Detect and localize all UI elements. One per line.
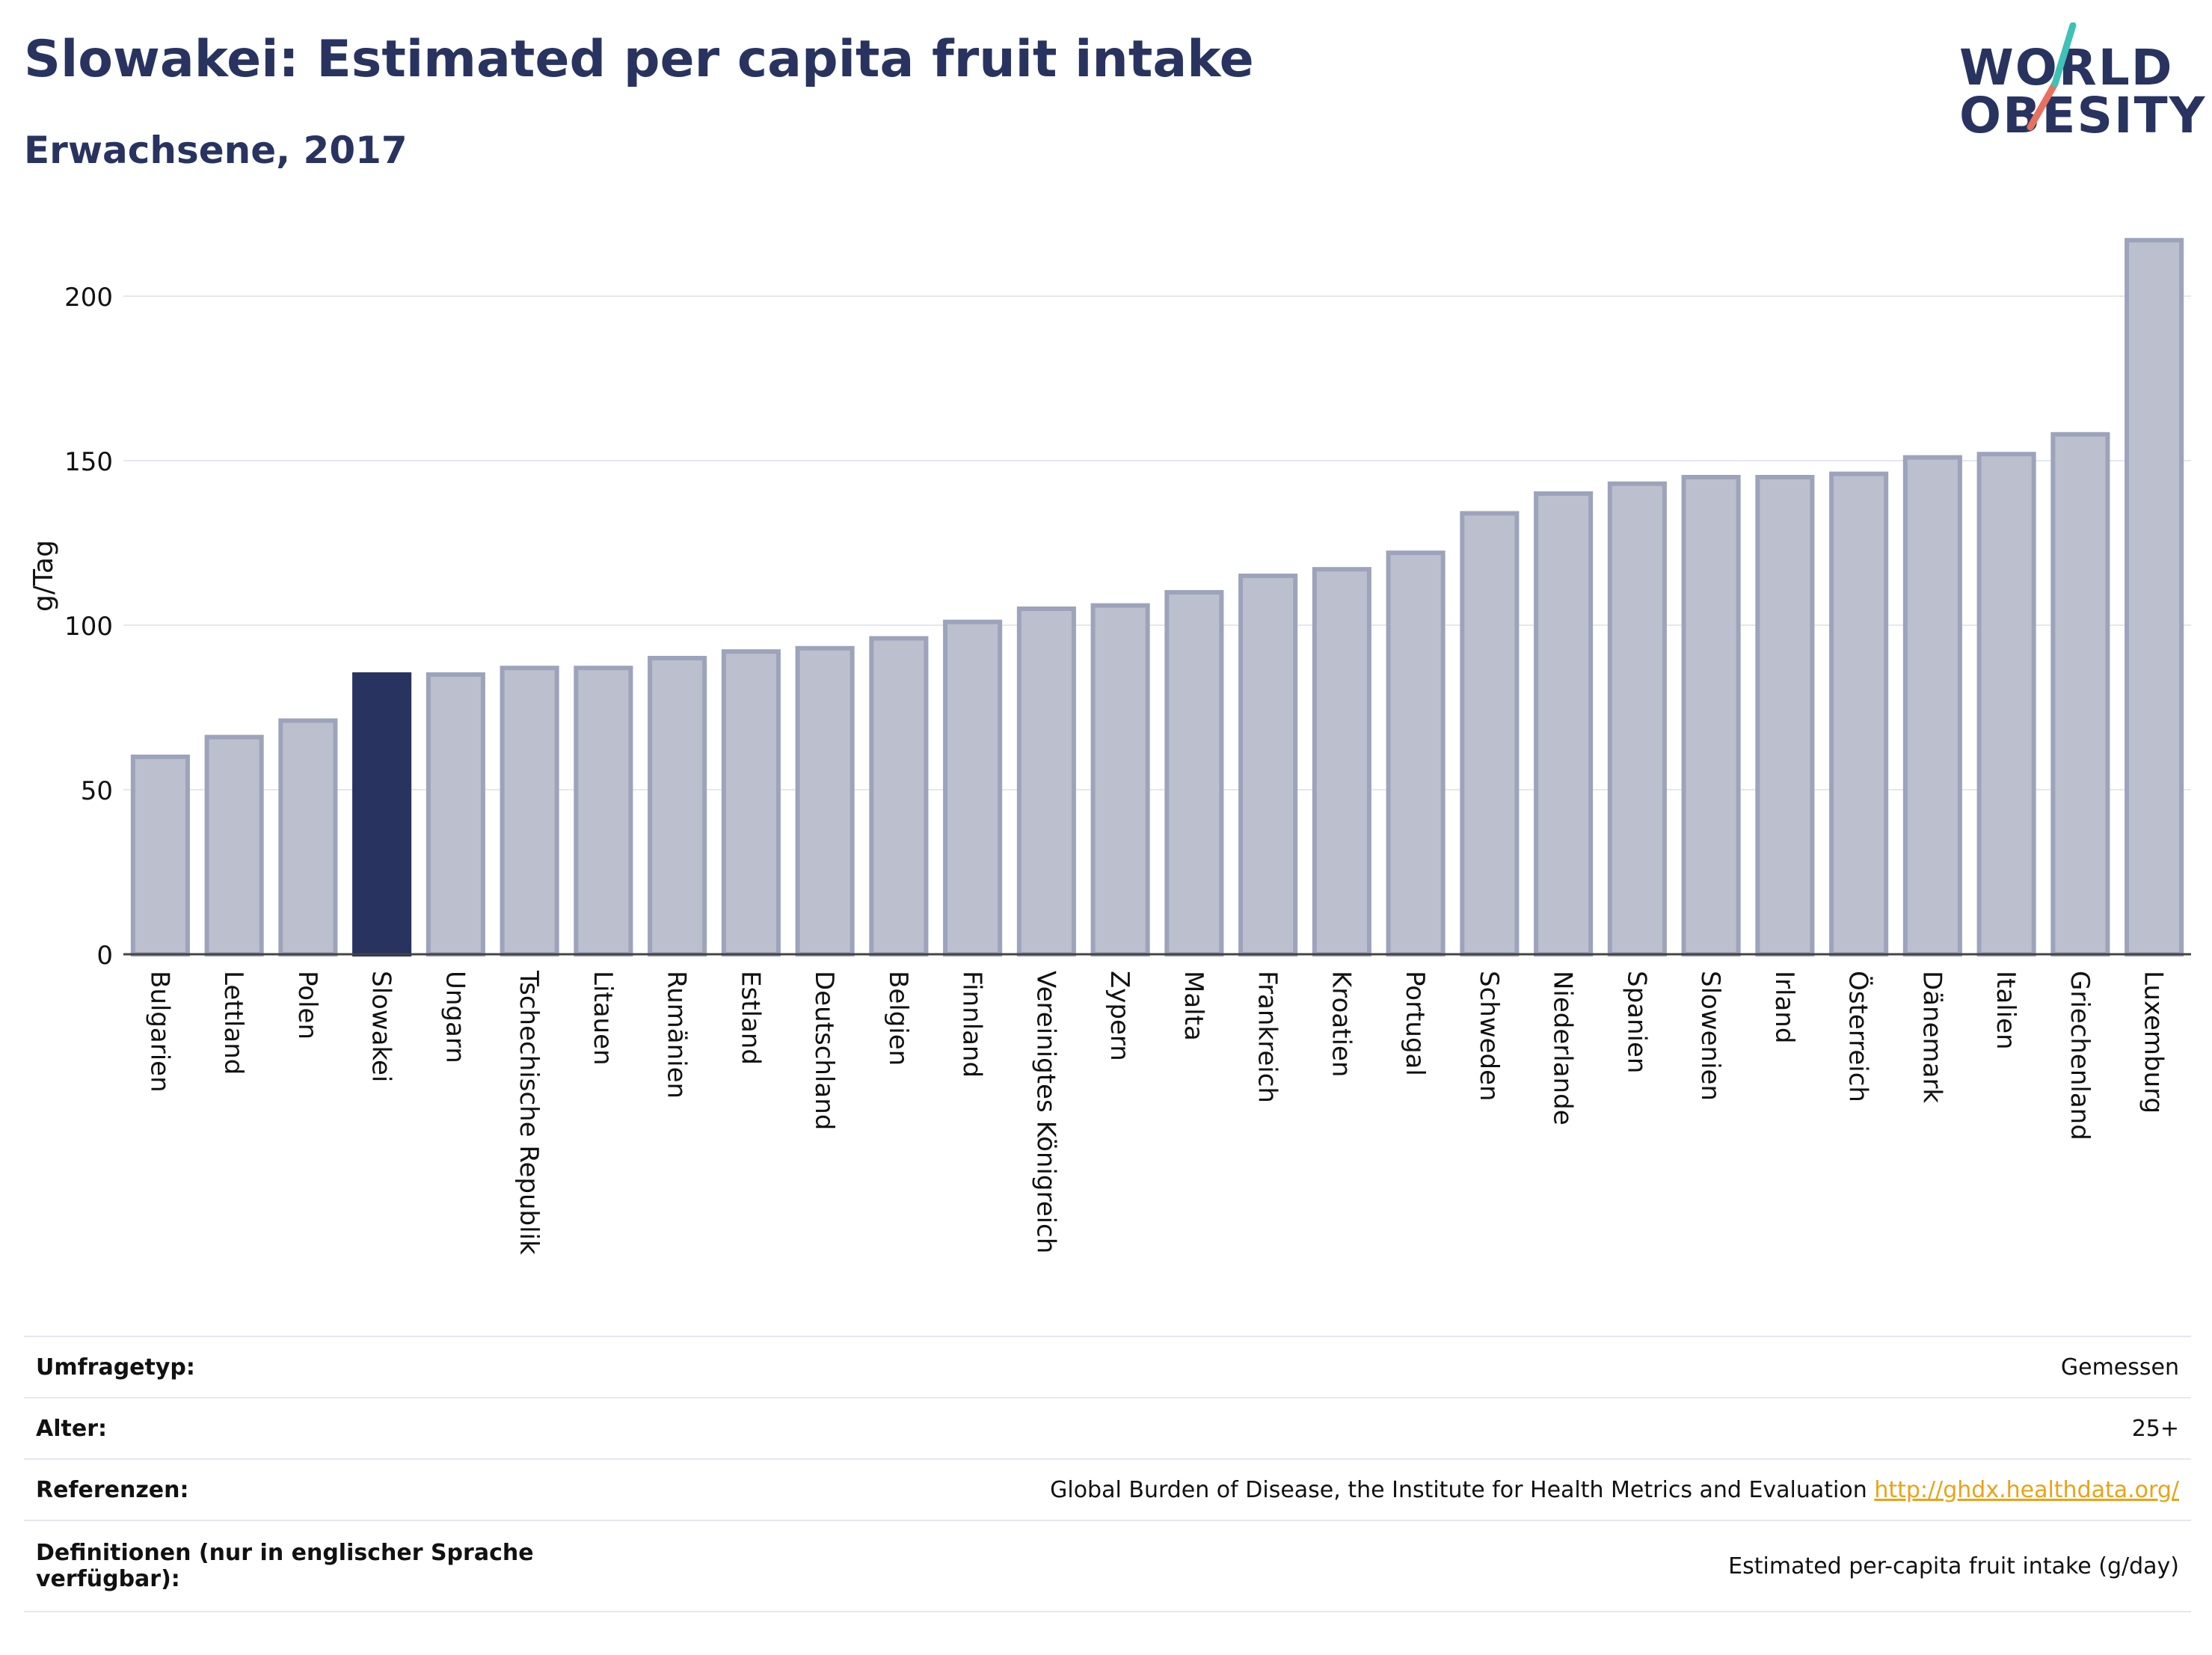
x-tick-label: Finnland — [957, 971, 987, 1078]
info-value: Estimated per-capita fruit intake (g/day… — [586, 1520, 2191, 1612]
chart-subtitle: Erwachsene, 2017 — [24, 129, 408, 172]
x-tick-label: Griechenland — [2065, 971, 2095, 1140]
x-tick-label: Österreich — [1843, 971, 1874, 1102]
bar-österreich[interactable] — [1829, 471, 1889, 957]
info-row: Umfragetyp: Gemessen — [24, 1336, 2191, 1398]
x-tick-label: Ungarn — [440, 971, 470, 1063]
x-tick-label: Spanien — [1621, 971, 1651, 1073]
y-tick-label: 50 — [81, 776, 113, 806]
x-tick-label: Zypern — [1105, 971, 1134, 1061]
x-tick-label: Dänemark — [1917, 971, 1947, 1103]
x-tick-label: Lettland — [218, 971, 248, 1075]
info-value-text: Gemessen — [2060, 1354, 2179, 1381]
x-tick-label: Schweden — [1474, 971, 1504, 1102]
bar-zypern[interactable] — [1090, 603, 1150, 957]
x-tick-label: Slowenien — [1695, 971, 1725, 1101]
info-row: Definitionen (nur in englischer Sprache … — [24, 1520, 2191, 1612]
bar-schweden[interactable] — [1460, 511, 1520, 957]
bar-slowakei[interactable] — [352, 672, 412, 957]
x-tick-label: Portugal — [1400, 971, 1430, 1076]
y-tick-label: 0 — [96, 941, 113, 971]
x-tick-label: Deutschland — [809, 971, 839, 1130]
logo-slash-icon — [2027, 22, 2077, 131]
x-tick-label: Luxemburg — [2139, 971, 2169, 1114]
y-axis-title: g/Tag — [28, 540, 59, 612]
x-tick-label: Polen — [292, 971, 322, 1040]
x-tick-label: Belgien — [883, 971, 913, 1066]
bar-luxemburg[interactable] — [2125, 238, 2184, 957]
info-value-text: Global Burden of Disease, the Institute … — [1050, 1476, 1867, 1503]
info-value-text: 25+ — [2131, 1415, 2179, 1442]
info-label: Definitionen (nur in englischer Sprache … — [36, 1540, 534, 1592]
bar-spanien[interactable] — [1607, 481, 1667, 957]
bar-frankreich[interactable] — [1238, 574, 1298, 957]
info-label: Referenzen: — [36, 1476, 189, 1503]
x-tick-label: Bulgarien — [144, 971, 174, 1093]
x-tick-label: Rumänien — [662, 971, 692, 1099]
info-value: 25+ — [586, 1398, 2191, 1459]
info-value: Gemessen — [586, 1336, 2191, 1398]
x-tick-label: Malta — [1179, 971, 1208, 1041]
x-axis-labels: Bulgarien Lettland Polen Slowakei Ungarn Tsch… — [144, 970, 2168, 1255]
bar-ungarn[interactable] — [425, 672, 485, 957]
bar-tschechische-republik[interactable] — [500, 666, 559, 957]
info-value-text: Estimated per-capita fruit intake (g/day… — [1728, 1553, 2179, 1579]
x-tick-label: Niederlande — [1548, 971, 1578, 1126]
x-tick-label: Irland — [1769, 971, 1799, 1043]
bar-finnland[interactable] — [943, 619, 1003, 957]
x-tick-label: Slowakei — [366, 971, 396, 1082]
info-row: Alter: 25+ — [24, 1398, 2191, 1459]
bar-lettland[interactable] — [204, 734, 264, 957]
bar-dänemark[interactable] — [1902, 455, 1962, 957]
bar-chart: 0 50 100 150 200 Bulgarien Lettland Polen Slowa… — [28, 238, 2191, 1255]
info-row: Referenzen: Global Burden of Disease, the… — [24, 1459, 2191, 1520]
world-obesity-logo[interactable]: WORLD OBESITY — [1944, 22, 2205, 157]
bar-bulgarien[interactable] — [130, 755, 190, 957]
bar-vereinigtes-königreich[interactable] — [1016, 607, 1076, 957]
bar-irland[interactable] — [1755, 475, 1815, 957]
x-tick-label: Italien — [1991, 971, 2021, 1050]
logo-text-line2: OBESITY — [1959, 87, 2207, 144]
chart-title: Slowakei: Estimated per capita fruit int… — [24, 30, 1254, 89]
x-tick-label: Kroatien — [1326, 971, 1356, 1077]
info-label: Umfragetyp: — [36, 1354, 195, 1381]
y-tick-label: 150 — [64, 447, 113, 477]
bar-polen[interactable] — [278, 718, 338, 957]
x-tick-label: Vereinigtes Königreich — [1030, 971, 1060, 1253]
bar-deutschland[interactable] — [795, 645, 855, 957]
bars — [130, 238, 2184, 957]
info-label: Alter: — [36, 1415, 107, 1442]
bar-belgien[interactable] — [869, 636, 929, 957]
info-value: Global Burden of Disease, the Institute … — [586, 1459, 2191, 1520]
bar-litauen[interactable] — [574, 666, 633, 957]
bar-portugal[interactable] — [1386, 550, 1446, 957]
x-tick-label: Frankreich — [1253, 971, 1282, 1103]
x-tick-label: Litauen — [588, 971, 618, 1066]
y-axis-ticks: 0 50 100 150 200 — [64, 283, 113, 971]
bar-slowenien[interactable] — [1681, 475, 1741, 957]
reference-link[interactable]: http://ghdx.healthdata.org/ — [1874, 1476, 2179, 1503]
x-tick-label: Estland — [735, 971, 765, 1065]
info-table: Umfragetyp: Gemessen Alter: 25+ Referenzen: G… — [24, 1336, 2191, 1612]
bar-estland[interactable] — [721, 649, 781, 957]
y-tick-label: 100 — [64, 612, 113, 642]
bar-niederlande[interactable] — [1534, 491, 1594, 957]
bar-kroatien[interactable] — [1312, 567, 1371, 957]
bar-griechenland[interactable] — [2050, 432, 2110, 957]
y-tick-label: 200 — [64, 283, 113, 313]
bar-italien[interactable] — [1976, 452, 2036, 957]
x-tick-label: Tschechische Republik — [514, 970, 544, 1255]
bar-malta[interactable] — [1164, 590, 1224, 957]
bar-rumänien[interactable] — [648, 656, 707, 957]
